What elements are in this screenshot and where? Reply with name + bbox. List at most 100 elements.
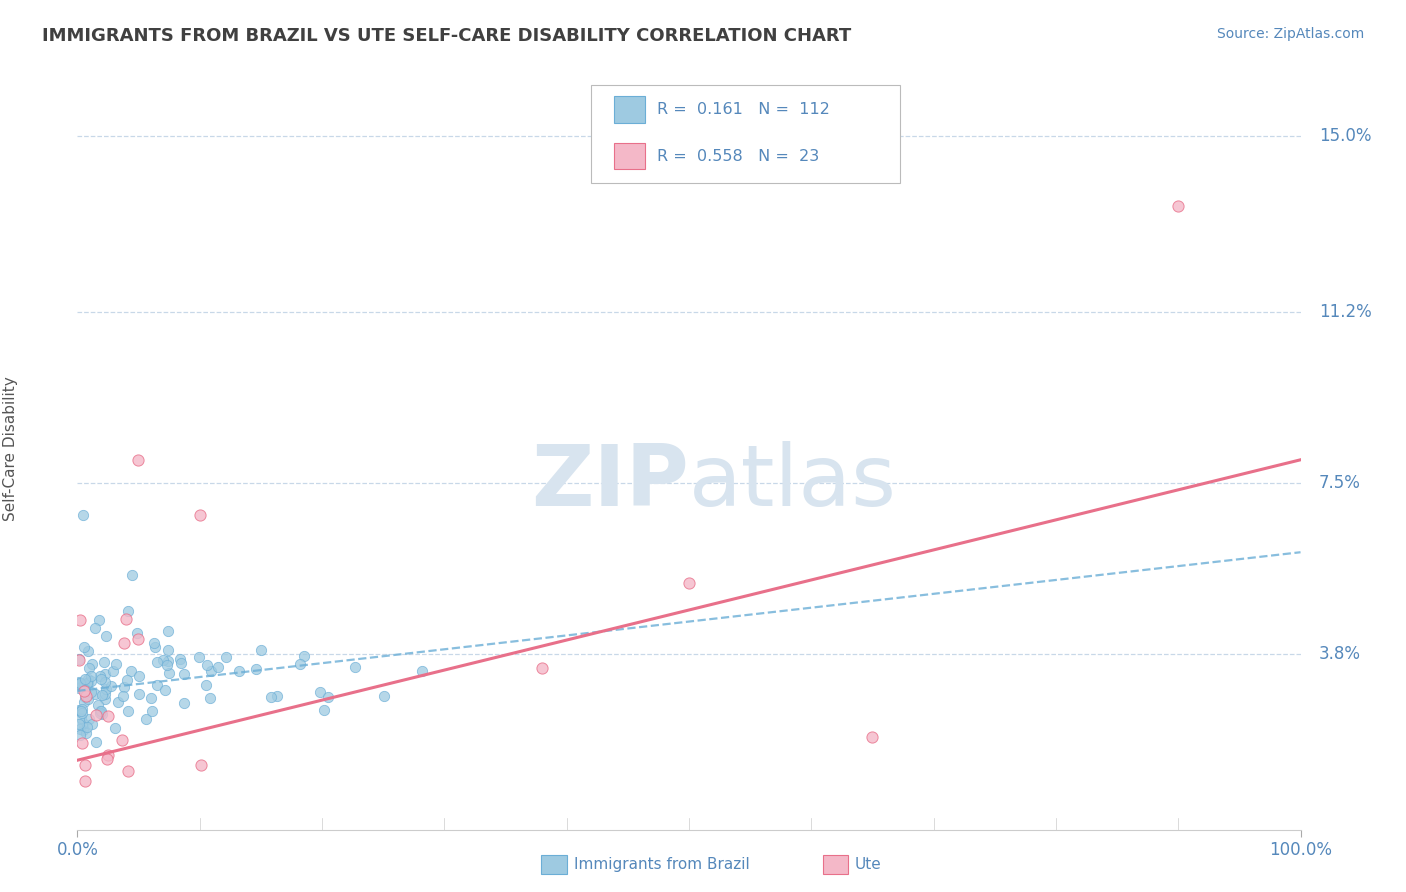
Point <box>117 704 139 718</box>
Point <box>127 452 149 467</box>
Point <box>111 689 134 703</box>
Point <box>1167 198 1189 212</box>
Text: R =  0.161   N =  112: R = 0.161 N = 112 <box>657 102 830 117</box>
Point <box>215 650 238 665</box>
Point <box>121 568 143 582</box>
Point <box>76 672 98 686</box>
Point <box>127 632 149 646</box>
Point <box>82 716 104 731</box>
Point <box>67 716 90 731</box>
Point <box>76 720 98 734</box>
Point <box>146 678 169 692</box>
Point <box>128 687 150 701</box>
Point <box>153 683 176 698</box>
Point <box>292 649 315 664</box>
Point <box>105 657 128 672</box>
Point <box>70 736 93 750</box>
Point <box>69 728 91 742</box>
Point <box>531 661 554 675</box>
Point <box>115 673 138 687</box>
Point <box>70 702 93 716</box>
Text: Self-Care Disability: Self-Care Disability <box>3 376 17 521</box>
Point <box>157 655 180 669</box>
Point <box>97 748 120 763</box>
Point <box>87 698 110 712</box>
Point <box>72 681 94 695</box>
Point <box>90 672 112 686</box>
Point <box>67 675 90 690</box>
Point <box>111 732 134 747</box>
Point <box>107 695 129 709</box>
Point <box>94 692 117 706</box>
Point <box>69 723 91 737</box>
Point <box>90 704 112 718</box>
Text: ZIP: ZIP <box>531 442 689 524</box>
Point <box>72 723 94 737</box>
Point <box>373 690 395 704</box>
Point <box>72 508 94 523</box>
Point <box>309 684 332 698</box>
Point <box>678 576 700 591</box>
Point <box>96 752 118 766</box>
Point <box>190 758 212 772</box>
Point <box>69 675 91 690</box>
Point <box>72 640 94 655</box>
Point <box>77 675 100 690</box>
Point <box>112 636 135 650</box>
Text: 3.8%: 3.8% <box>1319 645 1361 663</box>
Point <box>117 764 139 779</box>
Point <box>862 730 884 744</box>
Point <box>84 622 107 636</box>
Point <box>67 681 90 695</box>
Point <box>198 691 221 706</box>
Point <box>249 643 271 657</box>
Point <box>67 703 90 717</box>
Point <box>173 666 195 681</box>
Point <box>194 678 217 692</box>
Point <box>245 662 267 676</box>
Point <box>169 652 191 666</box>
Point <box>80 669 103 683</box>
Point <box>70 706 93 721</box>
Point <box>120 665 142 679</box>
Point <box>76 676 98 690</box>
Text: 7.5%: 7.5% <box>1319 474 1361 491</box>
Point <box>75 689 97 703</box>
Point <box>115 611 138 625</box>
Point <box>80 684 103 698</box>
Point <box>288 657 311 671</box>
Text: Ute: Ute <box>855 857 882 871</box>
Point <box>73 672 96 686</box>
Point <box>141 704 163 718</box>
Point <box>77 692 100 706</box>
Point <box>80 657 103 672</box>
Text: Source: ZipAtlas.com: Source: ZipAtlas.com <box>1216 27 1364 41</box>
Point <box>104 721 127 735</box>
Point <box>112 680 135 694</box>
Point <box>228 665 250 679</box>
Point <box>139 690 162 705</box>
Point <box>89 614 111 628</box>
Point <box>75 758 97 772</box>
Point <box>67 652 90 666</box>
Point <box>152 653 174 667</box>
Point <box>90 689 112 703</box>
Point <box>94 687 117 701</box>
Point <box>89 668 111 682</box>
Point <box>73 690 96 704</box>
Point <box>135 712 157 726</box>
Point <box>84 735 107 749</box>
Point <box>70 679 93 693</box>
Point <box>344 659 367 673</box>
Point <box>73 684 96 698</box>
Point <box>156 624 179 638</box>
Point <box>67 676 90 690</box>
Point <box>89 704 111 718</box>
Point <box>77 712 100 726</box>
Point <box>188 649 211 664</box>
Point <box>207 660 229 674</box>
Point <box>83 687 105 701</box>
Point <box>128 668 150 682</box>
Point <box>94 667 117 681</box>
Point <box>188 508 211 523</box>
